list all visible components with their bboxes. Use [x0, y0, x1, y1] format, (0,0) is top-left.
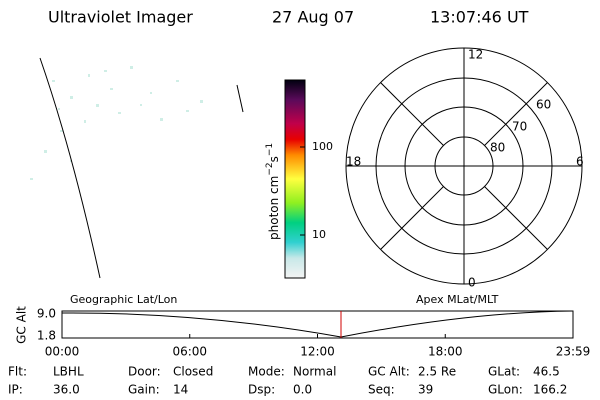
- lat-label: 60: [536, 98, 551, 112]
- field-label: GC Alt:: [368, 365, 410, 379]
- altitude-plot: Geographic Lat/Lon Apex MLat/MLT GC Alt …: [15, 293, 591, 359]
- field-label: IP:: [8, 383, 23, 397]
- field-value: 39: [418, 383, 433, 397]
- right-title: Apex MLat/MLT: [416, 293, 499, 306]
- field-label: Mode:: [248, 365, 285, 379]
- left-title: Geographic Lat/Lon: [70, 293, 177, 306]
- mlt-label: 18: [346, 155, 361, 169]
- x-tick: 06:00: [172, 345, 207, 359]
- lat-label: 80: [490, 141, 505, 155]
- field-value: 36.0: [53, 383, 80, 397]
- field-value: Closed: [173, 365, 213, 379]
- limb-line: [39, 57, 101, 279]
- colorbar-tick: 10: [312, 228, 326, 241]
- y-tick: 1.8: [37, 329, 56, 343]
- field-value: LBHL: [53, 365, 84, 379]
- colorbar: 100 10 photon cm−2s−1: [265, 79, 333, 279]
- lat-label: 70: [512, 120, 527, 134]
- mlt-label: 6: [576, 155, 584, 169]
- field-value: Normal: [293, 365, 336, 379]
- time: 13:07:46 UT: [430, 8, 529, 27]
- y-tick: 9.0: [37, 307, 56, 321]
- field-value: 0.0: [293, 383, 312, 397]
- x-tick: 00:00: [45, 345, 80, 359]
- field-label: Seq:: [368, 383, 395, 397]
- field-label: Flt:: [8, 365, 27, 379]
- info-panel: Flt: LBHL Door: Closed Mode: Normal GC Alt: 2.5…: [8, 365, 567, 397]
- image-panel: [30, 57, 244, 279]
- field-label: Gain:: [128, 383, 160, 397]
- field-value: 14: [173, 383, 188, 397]
- y-label: GC Alt: [15, 306, 29, 344]
- field-label: GLat:: [488, 365, 520, 379]
- color-scale: [284, 79, 306, 279]
- field-label: Door:: [128, 365, 161, 379]
- mlt-label: 12: [468, 48, 483, 62]
- polar-grid: 12 18 6 0 60 70 80: [345, 47, 584, 290]
- colorbar-unit: photon cm−2s−1: [265, 143, 281, 240]
- field-label: GLon:: [488, 383, 523, 397]
- field-label: Dsp:: [248, 383, 275, 397]
- x-tick: 18:00: [428, 345, 463, 359]
- emission-pixels: [30, 66, 203, 180]
- field-value: 166.2: [533, 383, 567, 397]
- x-tick: 12:00: [300, 345, 335, 359]
- x-tick: 23:59: [556, 345, 591, 359]
- field-value: 2.5 Re: [418, 365, 456, 379]
- title: Ultraviolet Imager: [48, 8, 193, 27]
- field-value: 46.5: [533, 365, 560, 379]
- limb-segment: [236, 84, 244, 113]
- date: 27 Aug 07: [272, 8, 354, 27]
- colorbar-tick: 100: [312, 140, 333, 153]
- mlt-label: 0: [468, 276, 476, 290]
